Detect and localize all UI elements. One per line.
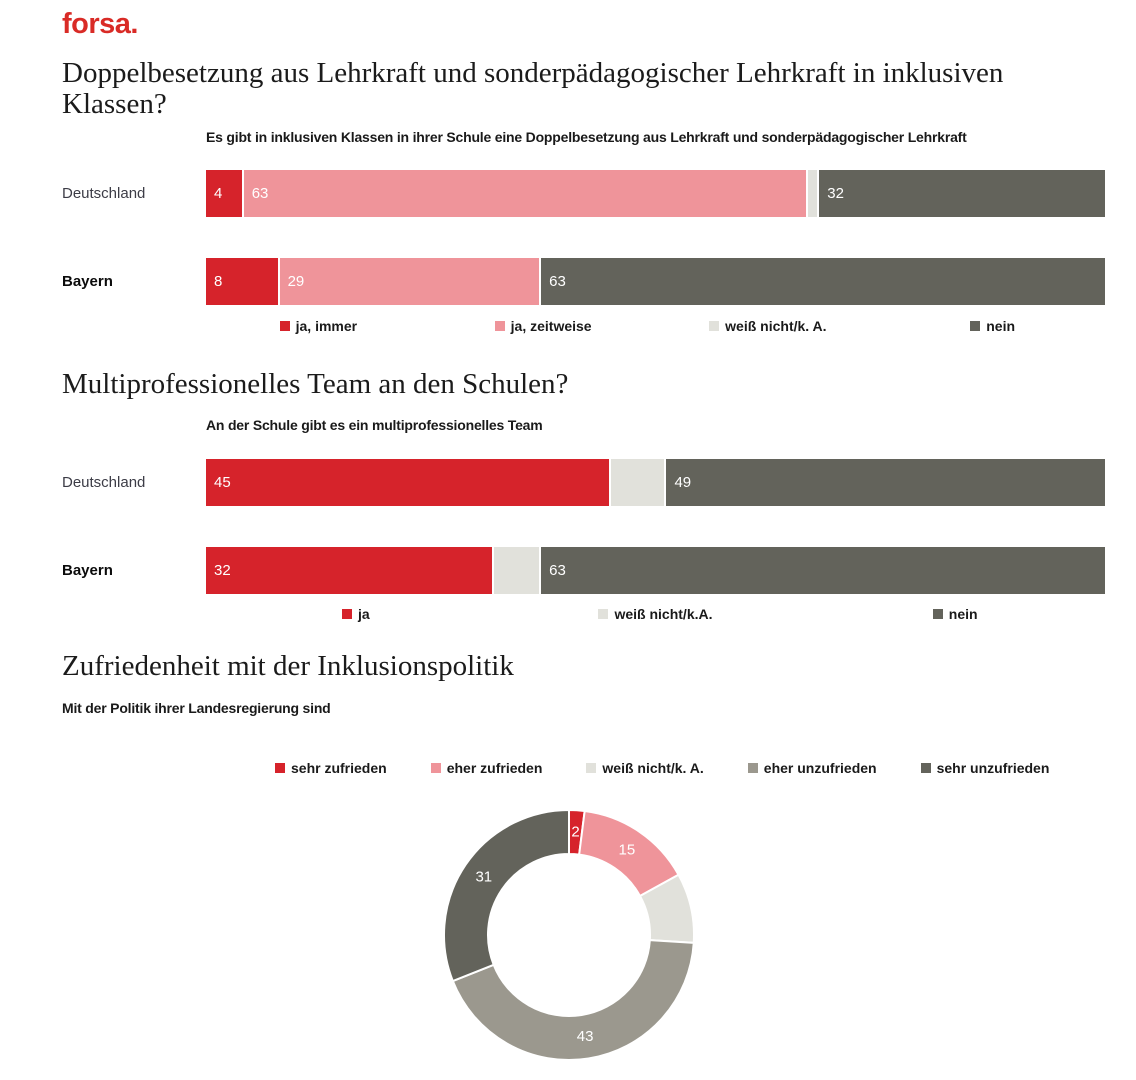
legend-label: weiß nicht/k. A. [602, 760, 704, 776]
bar-track: 4 63 32 [206, 170, 1106, 217]
bar-row-deutschland: Deutschland 45 49 [0, 459, 1136, 506]
legend-label: nein [948, 606, 978, 622]
bar-track: 32 63 [206, 547, 1105, 594]
legend-label: ja [357, 606, 370, 622]
legend-item: nein [970, 318, 1015, 334]
category-label: Deutschland [62, 474, 146, 491]
bar-value-label: 63 [251, 185, 269, 202]
legend-label: sehr zufrieden [291, 760, 387, 776]
bar-segment-lightgray [494, 547, 540, 594]
legend-item: weiß nicht/k.A. [598, 606, 713, 622]
donut-value-label: 43 [577, 1028, 594, 1045]
legend-swatch-dark-icon [932, 609, 943, 619]
donut-slice-taupe [451, 939, 695, 1061]
legend-swatch-red-icon [275, 763, 285, 773]
legend-label: ja, zeitweise [510, 318, 592, 334]
legend-item: sehr zufrieden [275, 760, 387, 776]
bar-segment-dark: 63 [541, 547, 1105, 594]
legend-swatch-dark-icon [920, 763, 931, 773]
bar-row-bayern: Bayern 32 63 [0, 547, 1136, 594]
bar-value-label: 63 [549, 562, 566, 579]
section2-subtitle: An der Schule gibt es ein multiprofessio… [206, 417, 543, 433]
legend-swatch-red-icon [341, 609, 352, 619]
donut-value-label: 2 [571, 824, 579, 841]
section3-subtitle: Mit der Politik ihrer Landesregierung si… [62, 700, 331, 716]
section2-title: Multiprofessionelles Team an den Schulen… [62, 368, 569, 400]
legend-item: ja [341, 606, 370, 622]
legend-swatch-dark-icon [970, 321, 981, 331]
bar-segment-red: 8 [206, 258, 278, 305]
chart-team-legend: ja weiß nicht/k.A. nein [206, 606, 1105, 622]
legend-swatch-lightgray-icon [586, 763, 597, 773]
bar-value-label: 29 [287, 273, 305, 290]
bar-segment-pink: 63 [243, 170, 807, 217]
legend-swatch-pink-icon [430, 763, 441, 773]
legend-label: eher zufrieden [446, 760, 543, 776]
bar-segment-dark: 49 [666, 459, 1105, 506]
legend-label: eher unzufrieden [763, 760, 877, 776]
bar-value-label: 8 [214, 273, 223, 290]
bar-segment-red: 4 [206, 170, 242, 217]
bar-segment-red: 45 [206, 459, 609, 506]
bar-row-deutschland: Deutschland 4 63 32 [0, 170, 1136, 217]
donut-value-label: 15 [619, 841, 636, 858]
legend-item: weiß nicht/k. A. [586, 760, 704, 776]
bar-row-bayern: Bayern 8 29 63 [0, 258, 1136, 305]
legend-item: ja, immer [279, 318, 358, 334]
section1-title: Doppelbesetzung aus Lehrkraft und sonder… [62, 57, 1004, 121]
legend-item: sehr unzufrieden [920, 760, 1050, 776]
bar-value-label: 45 [214, 474, 231, 491]
legend-item: eher unzufrieden [747, 760, 877, 776]
bar-track: 45 49 [206, 459, 1105, 506]
legend-label: nein [986, 318, 1016, 334]
legend-swatch-lightgray-icon [709, 321, 720, 331]
legend-label: weiß nicht/k. A. [725, 318, 827, 334]
chart-zufriedenheit-legend: sehr zufrieden eher zufrieden weiß nicht/k… [275, 760, 1049, 776]
donut-slice-dark [443, 808, 570, 983]
category-label: Deutschland [62, 185, 146, 202]
bar-segment-dark: 63 [541, 258, 1105, 305]
bar-value-label: 49 [674, 474, 692, 491]
section3-title: Zufriedenheit mit der Inklusionspolitik [62, 650, 514, 682]
legend-swatch-lightgray-icon [598, 609, 609, 619]
donut-chart-zufriedenheit: 2 15 43 31 [443, 808, 695, 1061]
legend-item: ja, zeitweise [494, 318, 592, 334]
bar-segment-lightgray [808, 170, 818, 217]
donut-value-label: 31 [475, 869, 492, 886]
legend-label: sehr unzufrieden [936, 760, 1050, 776]
bar-value-label: 32 [214, 562, 231, 579]
chart-doppelbesetzung-legend: ja, immer ja, zeitweise weiß nicht/k. A. ne… [206, 318, 1105, 334]
legend-item: eher zufrieden [430, 760, 543, 776]
legend-swatch-pink-icon [494, 321, 505, 331]
forsa-logo: forsa. [62, 8, 138, 40]
bar-segment-dark: 32 [819, 170, 1106, 217]
legend-item: nein [932, 606, 978, 622]
legend-label: weiß nicht/k.A. [614, 606, 713, 622]
bar-value-label: 32 [827, 185, 844, 202]
category-label: Bayern [62, 273, 113, 290]
legend-label: ja, immer [295, 318, 358, 334]
bar-segment-lightgray [610, 459, 665, 506]
legend-swatch-red-icon [279, 321, 290, 331]
section1-subtitle: Es gibt in inklusiven Klassen in ihrer S… [206, 129, 967, 145]
bar-value-label: 4 [214, 185, 223, 202]
legend-swatch-taupe-icon [747, 763, 758, 773]
bar-track: 8 29 63 [206, 258, 1105, 305]
category-label: Bayern [62, 562, 113, 579]
legend-item: weiß nicht/k. A. [709, 318, 827, 334]
bar-segment-red: 32 [206, 547, 493, 594]
bar-value-label: 63 [549, 273, 566, 290]
bar-segment-pink: 29 [279, 258, 540, 305]
